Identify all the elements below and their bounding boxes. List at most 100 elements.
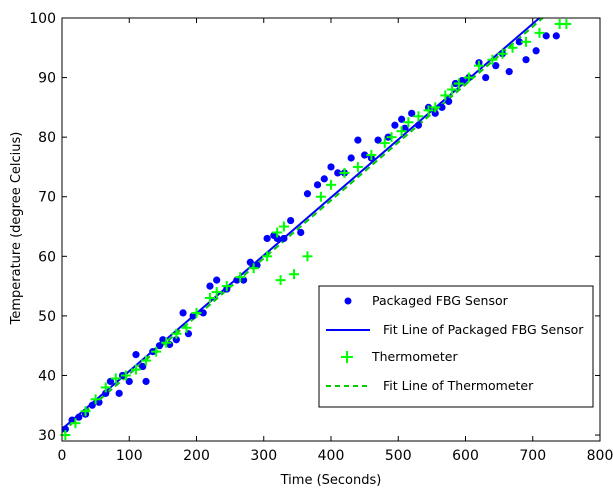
thermometer-point — [463, 72, 474, 83]
sensor-point — [253, 261, 261, 269]
thermometer-point — [339, 167, 350, 178]
x-ticks: 0 100 200 300 400 500 600 700 800 — [58, 18, 613, 464]
y-tick-label: 100 — [29, 11, 56, 27]
thermometer-point — [315, 191, 326, 202]
thermometer-point — [473, 60, 484, 71]
sensor-point — [132, 351, 140, 359]
thermometer-point — [204, 293, 215, 304]
thermometer-point — [130, 364, 141, 375]
thermometer-point — [278, 221, 289, 232]
sensor-point — [75, 413, 83, 421]
sensor-point — [303, 190, 312, 198]
thermometer-point — [386, 132, 397, 143]
sensor-point — [95, 398, 103, 406]
legend-label-thermometer: Thermometer — [371, 349, 458, 364]
sensor-point — [414, 121, 423, 129]
y-tick-label: 30 — [38, 428, 56, 444]
thermometer-point — [423, 105, 434, 116]
sensor-point — [542, 32, 550, 40]
thermometer-point — [366, 150, 377, 161]
thermometer-point — [440, 90, 451, 101]
sensor-point — [515, 38, 523, 46]
sensor-point — [374, 136, 382, 144]
sensor-point — [61, 425, 69, 433]
sensor-point — [334, 169, 342, 177]
sensor-point — [139, 362, 147, 371]
sensor-point — [189, 312, 197, 320]
thermometer-point — [80, 406, 91, 417]
sensor-point — [142, 377, 150, 386]
thermometer-point — [151, 346, 162, 357]
sensor-point — [68, 416, 76, 424]
y-tick-label: 70 — [38, 190, 56, 206]
legend-marker-thermometer — [341, 351, 353, 363]
thermometer-point — [100, 382, 111, 393]
y-tick-label: 40 — [38, 368, 56, 384]
legend-label-fbg-sensor: Packaged FBG Sensor — [372, 293, 509, 308]
x-tick-label: 500 — [385, 448, 412, 464]
thermometer-point — [497, 48, 508, 59]
sensor-point — [398, 115, 406, 123]
y-axis-label: Temperature (degree Celcius) — [9, 132, 24, 326]
thermometer-point — [171, 328, 182, 339]
thermometer-point — [403, 117, 414, 128]
thermometer-point — [262, 251, 273, 262]
legend: Packaged FBG Sensor Fit Line of Packaged… — [318, 285, 594, 408]
sensor-point — [492, 62, 500, 70]
x-tick-label: 700 — [519, 448, 546, 464]
fit-line-3 — [62, 18, 545, 433]
sensor-point — [401, 124, 409, 132]
sensor-point — [106, 377, 115, 386]
sensor-point — [273, 234, 281, 243]
sensor-point — [354, 136, 362, 144]
sensor-point — [172, 336, 180, 344]
thermometer-point — [561, 18, 572, 29]
sensor-point — [505, 68, 513, 76]
thermometer-point — [430, 102, 441, 113]
thermometer-point — [534, 27, 545, 38]
sensor-point — [431, 109, 439, 117]
thermometer-point — [191, 307, 202, 318]
sensor-point — [391, 121, 399, 129]
data-markers — [60, 18, 572, 441]
thermometer-point — [289, 269, 300, 280]
y-tick-label: 50 — [38, 309, 56, 325]
sensor-point — [552, 32, 560, 40]
sensor-point — [280, 234, 288, 243]
x-axis-label: Time (Seconds) — [280, 473, 382, 488]
x-tick-label: 100 — [116, 448, 143, 464]
sensor-point — [532, 47, 540, 55]
sensor-point — [246, 258, 254, 266]
thermometer-point — [396, 126, 407, 137]
legend-label-thermometer-fit: Fit Line of Thermometer — [383, 378, 534, 393]
thermometer-point — [181, 322, 192, 333]
sensor-point — [482, 73, 490, 82]
thermometer-point — [487, 54, 498, 65]
thermometer-point — [379, 138, 390, 149]
thermometer-point — [70, 418, 81, 429]
x-tick-label: 300 — [250, 448, 277, 464]
x-tick-label: 200 — [183, 448, 210, 464]
sensor-point — [125, 377, 133, 386]
sensor-point — [347, 154, 355, 162]
thermometer-point — [521, 36, 532, 47]
sensor-point — [233, 276, 241, 284]
thermometer-point — [235, 272, 246, 283]
thermometer-point — [447, 84, 458, 95]
y-tick-label: 60 — [38, 249, 56, 265]
sensor-point — [199, 309, 207, 317]
legend-label-fbg-fit: Fit Line of Packaged FBG Sensor — [383, 322, 584, 337]
thermometer-point — [413, 111, 424, 122]
thermometer-point — [120, 370, 131, 381]
thermometer-point — [326, 179, 336, 190]
sensor-point — [115, 389, 123, 397]
thermometer-point — [272, 227, 283, 238]
sensor-point — [159, 336, 167, 344]
thermometer-point — [302, 251, 313, 262]
axes-frame — [61, 17, 601, 442]
thermometer-point — [275, 275, 286, 286]
x-tick-label: 0 — [58, 448, 67, 464]
x-tick-label: 400 — [318, 448, 345, 464]
sensor-point — [458, 76, 466, 85]
